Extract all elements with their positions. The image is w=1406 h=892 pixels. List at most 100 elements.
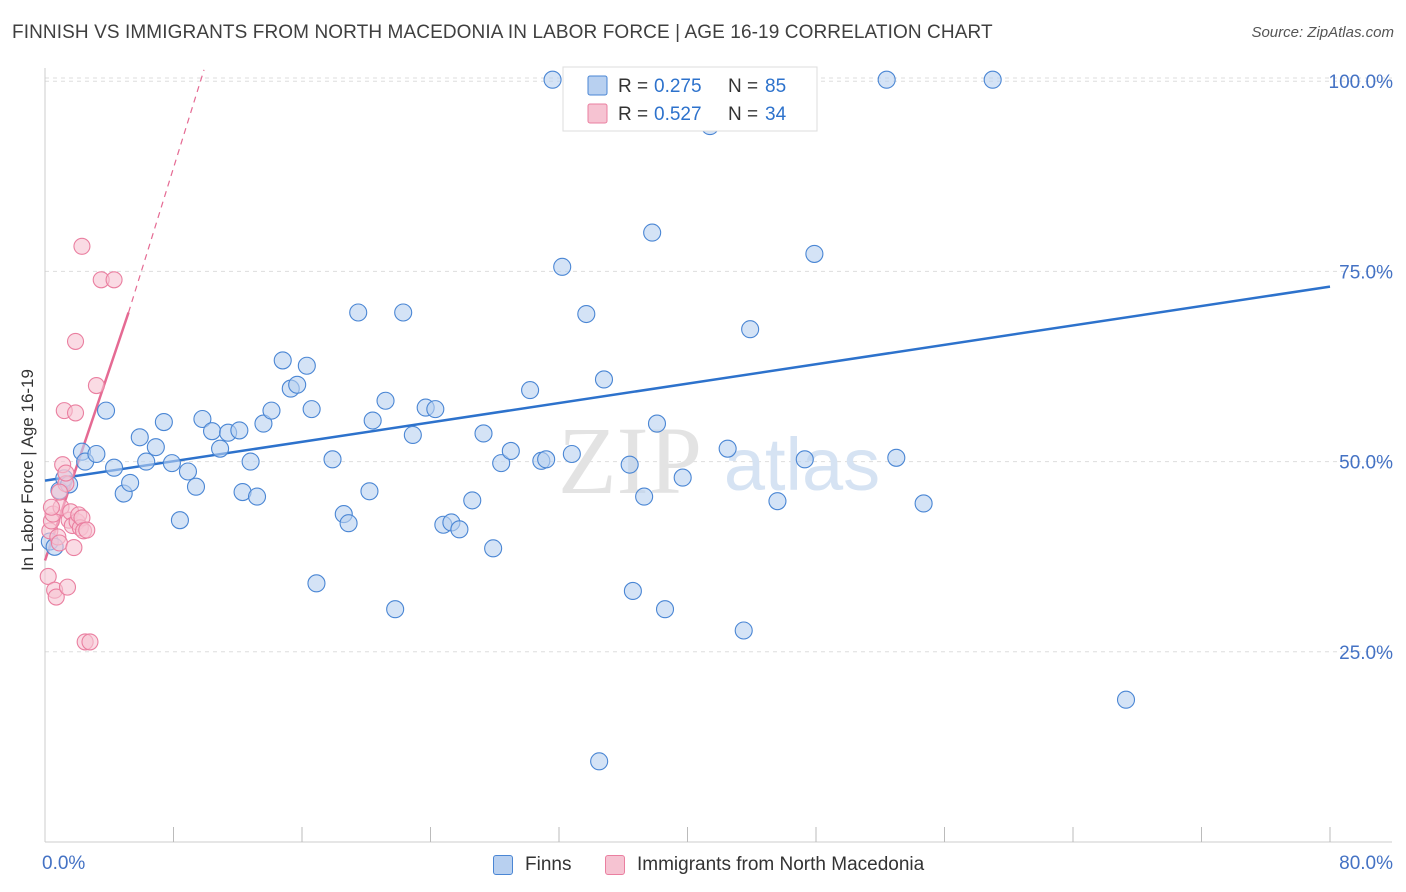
finns-point-27 bbox=[247, 487, 267, 506]
macedonia-point-27 bbox=[81, 633, 99, 651]
source-label: Source: ZipAtlas.com bbox=[1251, 24, 1394, 41]
legend-r-value-macedonia: 0.527 bbox=[654, 104, 702, 125]
finns-point-71 bbox=[718, 439, 737, 458]
finns-point-17 bbox=[170, 511, 189, 530]
legend-r-value-finns: 0.275 bbox=[654, 76, 702, 97]
legend-label-finns: Finns bbox=[525, 854, 572, 875]
legend-n-label-finns: N = bbox=[728, 76, 758, 97]
finns-point-35 bbox=[323, 450, 342, 469]
finns-point-7 bbox=[87, 444, 106, 464]
legend-n-label-macedonia: N = bbox=[728, 104, 758, 125]
finns-point-61 bbox=[594, 370, 614, 389]
finns-point-14 bbox=[146, 438, 165, 457]
finns-point-76 bbox=[983, 70, 1002, 89]
finns-point-73 bbox=[741, 320, 760, 339]
x-tick-label-1: 80.0% bbox=[1339, 853, 1393, 874]
legend-item-macedonia: Immigrants from North Macedonia bbox=[605, 852, 924, 878]
macedonia-point-24 bbox=[73, 237, 91, 255]
finns-point-62 bbox=[590, 752, 609, 771]
macedonia-points bbox=[39, 237, 123, 651]
finns-point-78 bbox=[805, 244, 824, 263]
finns-point-64 bbox=[635, 487, 654, 506]
macedonia-trend-extension bbox=[127, 69, 205, 313]
legend-item-finns: Finns bbox=[493, 852, 571, 878]
finns-point-66 bbox=[647, 414, 667, 433]
finns-point-83 bbox=[537, 450, 556, 469]
finns-point-24 bbox=[230, 421, 249, 440]
finns-point-60 bbox=[577, 304, 596, 324]
legend-swatch-macedonia-bottom bbox=[605, 855, 625, 875]
axes bbox=[44, 68, 1392, 843]
finns-point-39 bbox=[360, 482, 379, 501]
finns-point-67 bbox=[655, 600, 675, 619]
finns-point-80 bbox=[1116, 690, 1136, 709]
y-tick-label-1: 50.0% bbox=[1339, 453, 1393, 474]
finns-point-52 bbox=[484, 539, 503, 558]
bottom-legend: Finns Immigrants from North Macedonia bbox=[0, 852, 1406, 878]
macedonia-point-33 bbox=[57, 464, 75, 482]
macedonia-point-28 bbox=[87, 376, 105, 395]
finns-point-43 bbox=[394, 303, 413, 322]
legend-label-macedonia: Immigrants from North Macedonia bbox=[637, 854, 925, 875]
finns-point-77 bbox=[795, 450, 814, 469]
legend-swatch-finns-bottom bbox=[493, 855, 513, 875]
finns-point-51 bbox=[474, 424, 493, 443]
finns-point-63 bbox=[623, 581, 642, 600]
finns-point-84 bbox=[768, 492, 787, 511]
finns-point-68 bbox=[673, 468, 692, 487]
y-tick-label-3: 100.0% bbox=[1329, 72, 1394, 93]
finns-point-40 bbox=[363, 411, 382, 430]
macedonia-point-5 bbox=[47, 588, 65, 606]
finns-point-29 bbox=[262, 401, 281, 420]
legend-r-label-finns: R = bbox=[618, 76, 648, 97]
finns-point-72 bbox=[734, 621, 753, 640]
finns-point-12 bbox=[130, 428, 149, 447]
finns-point-22 bbox=[211, 439, 230, 458]
finns-point-18 bbox=[178, 462, 198, 481]
finns-point-44 bbox=[403, 425, 422, 445]
finns-point-37 bbox=[339, 514, 358, 533]
correlation-legend: R = 0.275 N = 85 R = 0.527 N = 34 bbox=[562, 66, 818, 132]
finns-point-8 bbox=[96, 401, 116, 420]
macedonia-point-7 bbox=[50, 534, 69, 552]
finns-point-38 bbox=[349, 303, 368, 322]
finns-points bbox=[40, 70, 1136, 771]
macedonia-point-30 bbox=[105, 271, 123, 289]
macedonia-point-12 bbox=[58, 578, 77, 596]
gridlines bbox=[45, 77, 1392, 653]
finns-point-19 bbox=[186, 477, 206, 496]
legend-n-value-macedonia: 34 bbox=[765, 104, 787, 125]
finns-point-16 bbox=[162, 454, 181, 473]
finns-point-46 bbox=[426, 400, 445, 419]
finns-point-58 bbox=[553, 257, 572, 276]
finns-point-41 bbox=[376, 391, 395, 410]
finns-point-49 bbox=[450, 520, 469, 539]
y-axis-label: In Labor Force | Age 16-19 bbox=[18, 369, 37, 571]
finns-point-54 bbox=[501, 441, 520, 461]
finns-point-26 bbox=[241, 452, 260, 471]
finns-point-11 bbox=[121, 473, 140, 492]
finns-point-75 bbox=[877, 70, 896, 89]
finns-point-28 bbox=[254, 414, 273, 433]
macedonia-point-18 bbox=[66, 332, 85, 350]
finns-point-9 bbox=[105, 458, 124, 477]
finns-point-30 bbox=[273, 351, 292, 370]
macedonia-point-0 bbox=[39, 567, 57, 586]
finns-point-79 bbox=[914, 494, 933, 513]
finns-trend-line bbox=[44, 285, 1331, 482]
finns-point-57 bbox=[543, 70, 562, 89]
finns-point-42 bbox=[386, 600, 405, 619]
legend-swatch-macedonia bbox=[587, 103, 608, 124]
y-tick-label-0: 25.0% bbox=[1339, 643, 1393, 664]
finns-point-33 bbox=[297, 356, 316, 375]
macedonia-point-17 bbox=[66, 404, 85, 422]
macedonia-point-16 bbox=[65, 539, 83, 557]
finns-point-34 bbox=[302, 400, 321, 419]
macedonia-point-26 bbox=[78, 521, 96, 539]
finns-point-74 bbox=[887, 448, 906, 467]
tick-labels: 25.0% 50.0% 75.0% 100.0% 0.0% 80.0% bbox=[42, 72, 1393, 874]
finns-point-20 bbox=[193, 409, 212, 429]
finns-point-65 bbox=[643, 223, 662, 242]
y-tick-label-2: 75.0% bbox=[1339, 262, 1393, 283]
